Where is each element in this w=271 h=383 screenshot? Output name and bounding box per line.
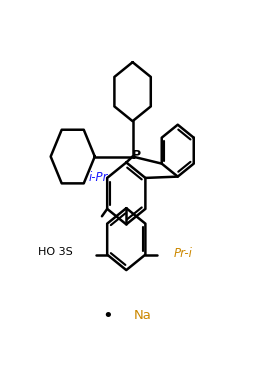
Text: •: •	[102, 307, 113, 325]
Text: P: P	[132, 149, 141, 162]
Text: Pr-i: Pr-i	[173, 247, 192, 260]
Text: HO 3S: HO 3S	[37, 247, 72, 257]
Text: Na: Na	[134, 309, 152, 322]
Text: i-Pr: i-Pr	[88, 171, 108, 184]
